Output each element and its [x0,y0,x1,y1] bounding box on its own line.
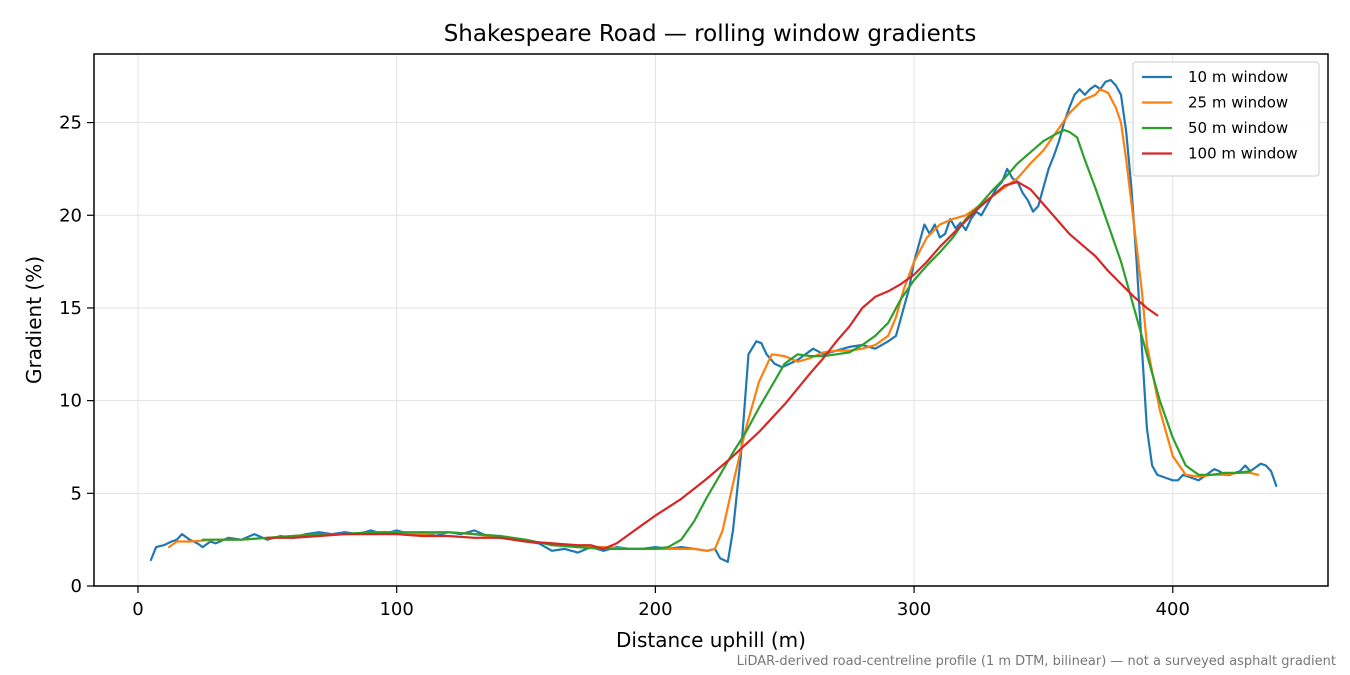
x-tick-label: 400 [1156,599,1190,620]
plot-frame [93,53,1329,587]
series-line-2 [167,88,1260,552]
legend-label-1: 10 m window [1188,68,1288,86]
legend-label-2: 25 m window [1188,94,1288,112]
y-tick-label: 20 [59,205,82,226]
y-tick-label: 15 [59,298,82,319]
x-tick-label: 300 [897,599,931,620]
y-axis: 0 5 10 15 20 25 [59,113,94,597]
chart-title: Shakespeare Road — rolling window gradie… [444,21,977,47]
footnote: LiDAR-derived road-centreline profile (1… [737,654,1336,669]
x-axis-label: Distance uphill (m) [616,628,806,652]
y-tick-label: 0 [71,576,82,597]
y-tick-label: 25 [59,113,82,134]
y-tick-label: 5 [71,483,82,504]
x-tick-label: 0 [132,599,143,620]
x-tick-label: 100 [379,599,413,620]
legend-box [1132,61,1320,177]
series-line-4 [266,180,1159,551]
series-lines [149,78,1278,564]
series-line-1 [149,78,1278,564]
legend: 10 m window 25 m window 50 m window 100 m w… [1132,61,1320,177]
legend-label-4: 100 m window [1188,145,1298,163]
x-axis: 0 100 200 300 400 [132,586,1190,620]
y-tick-label: 10 [59,391,82,412]
x-tick-label: 200 [638,599,672,620]
y-axis-label: Gradient (%) [22,256,46,384]
series-line-3 [201,128,1252,551]
legend-label-3: 50 m window [1188,119,1288,137]
